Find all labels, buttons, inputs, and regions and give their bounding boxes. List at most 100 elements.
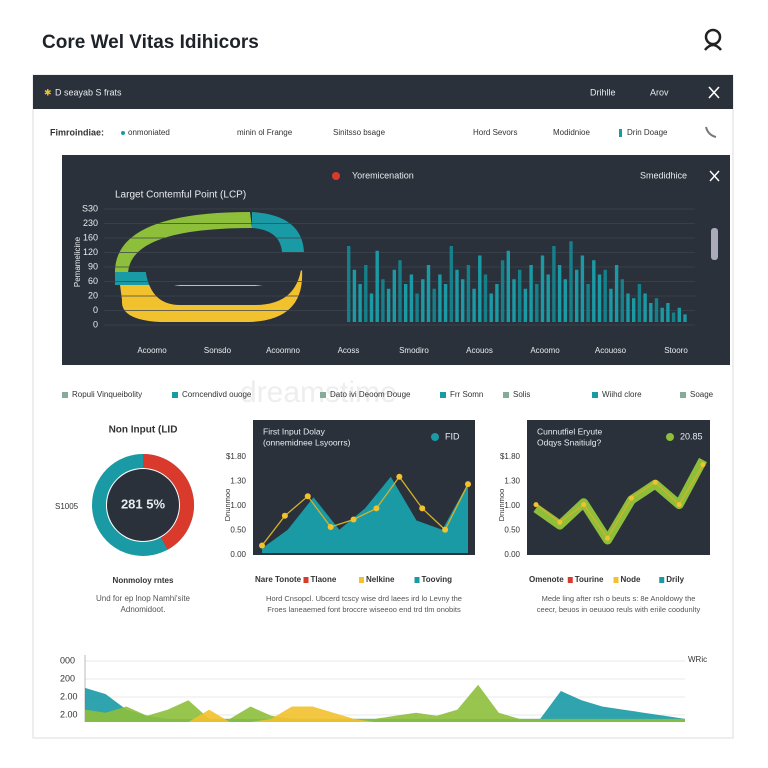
lcp-legend: Yoremicenation bbox=[352, 170, 414, 180]
description: Hord Cnsopcl. Ubcerd tcscy wise drd laee… bbox=[266, 594, 462, 603]
bar bbox=[592, 260, 596, 322]
legend-swatch bbox=[503, 392, 509, 398]
y-tick-label: $1.80 bbox=[226, 452, 247, 461]
dot bbox=[121, 131, 125, 135]
bar bbox=[449, 246, 453, 322]
bar bbox=[432, 288, 436, 322]
legend-item[interactable]: Soage bbox=[690, 390, 714, 399]
bar bbox=[523, 288, 528, 322]
cls-point bbox=[605, 535, 611, 541]
description: ceecr, beuos in oeuuoo reuls with eriile… bbox=[537, 605, 701, 614]
filter[interactable]: Modidnioe bbox=[553, 128, 590, 137]
cls-point bbox=[652, 479, 658, 485]
bar bbox=[364, 265, 368, 322]
scrollbar[interactable] bbox=[711, 228, 718, 260]
filter[interactable]: Hord Sevors bbox=[473, 128, 517, 137]
bar bbox=[677, 307, 681, 322]
y-tick-label: 0 bbox=[93, 319, 98, 329]
bar bbox=[660, 307, 664, 322]
close-icon[interactable] bbox=[709, 170, 720, 182]
filter[interactable]: Drin Doage bbox=[627, 128, 668, 137]
cls-panel bbox=[527, 420, 710, 555]
legend-swatch bbox=[592, 392, 598, 398]
y-tick-label: 20 bbox=[88, 290, 98, 300]
fid-point bbox=[442, 526, 449, 533]
bar bbox=[563, 279, 567, 322]
bar bbox=[626, 293, 630, 322]
legend-swatch bbox=[440, 392, 446, 398]
y-tick-label: 000 bbox=[60, 655, 75, 665]
bar bbox=[512, 279, 516, 322]
filter[interactable]: minin ol Frange bbox=[237, 128, 293, 137]
x-tick-label: Acouos bbox=[466, 346, 493, 355]
y-tick-label: 0.50 bbox=[504, 526, 520, 535]
y-tick-label: 0.00 bbox=[230, 550, 246, 559]
bar bbox=[654, 298, 659, 322]
cls-point bbox=[581, 502, 587, 508]
description: Mede ling after rsh o beuts s: 8e Anoldo… bbox=[542, 594, 696, 603]
legend-swatch bbox=[680, 392, 686, 398]
y-tick-label: 2.00 bbox=[60, 709, 78, 719]
fid-line bbox=[261, 475, 469, 546]
legend-item: Nelkine bbox=[366, 575, 395, 584]
bar bbox=[500, 260, 505, 322]
fid-point bbox=[327, 523, 334, 530]
legend-item[interactable]: Wiihd clore bbox=[602, 390, 642, 399]
cls-point bbox=[700, 462, 706, 468]
corner-label: WRic bbox=[688, 655, 707, 664]
close-icon[interactable] bbox=[708, 86, 720, 99]
legend-dot bbox=[431, 433, 439, 441]
action[interactable]: Drihlle bbox=[590, 87, 616, 97]
fid-point bbox=[419, 505, 426, 512]
y-tick-label: 1.30 bbox=[230, 477, 246, 486]
bar bbox=[483, 274, 488, 322]
phone-icon[interactable] bbox=[705, 126, 717, 138]
panel-title: Odqys Snaitiulg? bbox=[537, 437, 602, 447]
bar bbox=[649, 303, 653, 322]
window-title: D seayab S frats bbox=[55, 87, 122, 97]
legend-swatch bbox=[62, 392, 68, 398]
fid-area bbox=[262, 476, 468, 553]
legend-item: Omenote bbox=[529, 575, 564, 584]
legend-item: Tooving bbox=[422, 575, 453, 584]
watermark: dreamstime bbox=[240, 376, 397, 409]
bar bbox=[358, 284, 362, 322]
bar bbox=[352, 269, 357, 322]
bar bbox=[375, 250, 379, 322]
legend-item: Node bbox=[621, 575, 642, 584]
bar bbox=[535, 284, 539, 322]
y-tick-label: 230 bbox=[83, 218, 98, 228]
description: Froes laneaemed font broccre wiseeoo end… bbox=[267, 605, 461, 614]
y-tick-label: 160 bbox=[83, 232, 98, 242]
cls-point bbox=[676, 502, 682, 508]
search-icon[interactable] bbox=[704, 28, 722, 51]
bar bbox=[438, 274, 442, 322]
filter[interactable]: onmoniated bbox=[128, 128, 170, 137]
bar bbox=[683, 314, 687, 322]
legend-swatch bbox=[303, 577, 309, 583]
filter[interactable]: Sinitsso bsage bbox=[333, 128, 386, 137]
bar bbox=[546, 274, 550, 322]
legend-item[interactable]: Ropuli Vinqueibolity bbox=[72, 390, 142, 399]
cls-point bbox=[628, 495, 634, 501]
x-tick-label: Stooro bbox=[664, 346, 688, 355]
legend-item[interactable]: Corncendivd ouoge bbox=[182, 390, 252, 399]
bar bbox=[386, 288, 391, 322]
lcp-action[interactable]: Smedidhice bbox=[640, 170, 687, 180]
fid-point bbox=[396, 473, 403, 480]
y-tick-label: 0.00 bbox=[504, 550, 520, 559]
legend-item[interactable]: Frr Somn bbox=[450, 390, 483, 399]
bar bbox=[404, 284, 408, 322]
bar bbox=[552, 246, 556, 322]
x-tick-label: Smodiro bbox=[399, 346, 429, 355]
legend-dot bbox=[332, 172, 340, 180]
bar bbox=[495, 284, 499, 322]
caption: Nonmoloy rntes bbox=[113, 576, 174, 585]
legend-item[interactable]: Dato ivi Deoom Douge bbox=[330, 390, 411, 399]
legend-item[interactable]: Solis bbox=[513, 390, 530, 399]
description: Und for ep lnop Namhi'site bbox=[96, 594, 191, 603]
action[interactable]: Arov bbox=[650, 87, 669, 97]
fid-point bbox=[281, 512, 288, 519]
icon bbox=[619, 129, 622, 137]
